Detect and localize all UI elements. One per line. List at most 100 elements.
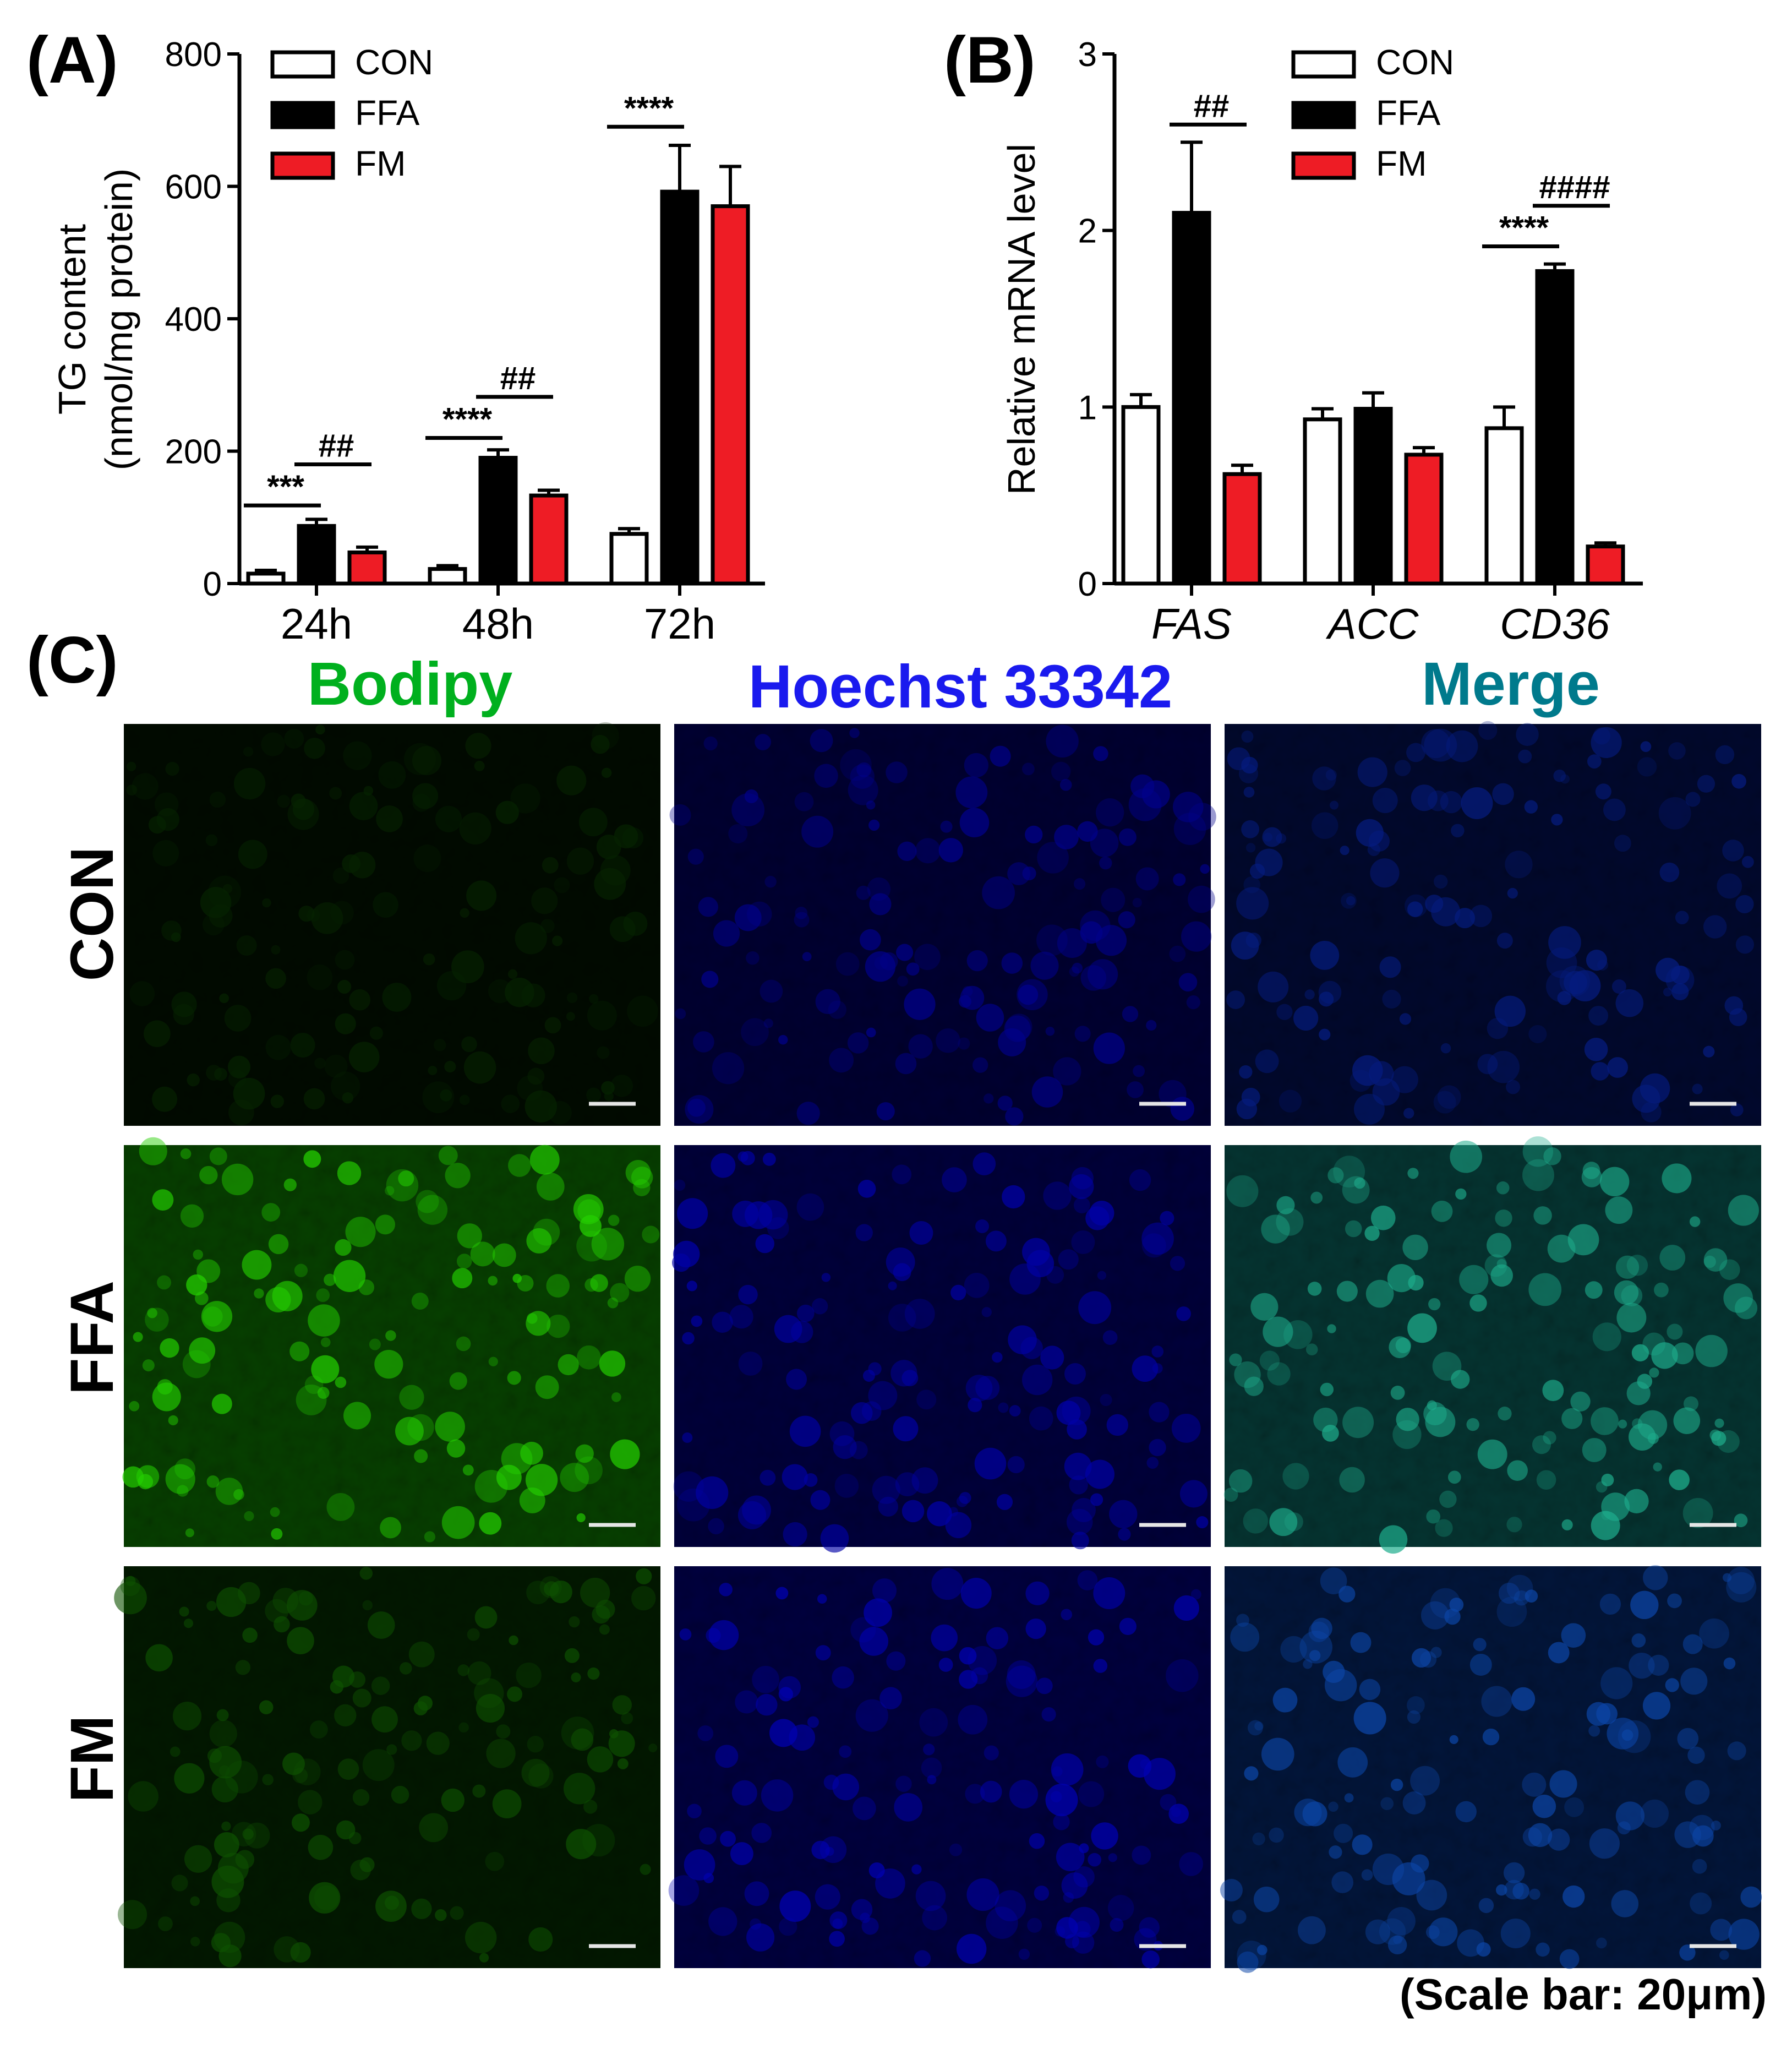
cell-blob [156, 808, 179, 831]
micrograph-fm-bodipy [114, 1566, 660, 1968]
cell-blob [915, 1881, 946, 1911]
cell-blob [949, 1843, 963, 1856]
cell-blob [1665, 1678, 1679, 1692]
cell-blob [1018, 984, 1039, 1005]
cell-blob [1416, 1879, 1447, 1911]
cell-blob [876, 1102, 895, 1121]
cell-blob [857, 1180, 876, 1198]
cell-blob [1440, 1043, 1451, 1054]
cell-blob [1615, 1801, 1645, 1830]
cell-blob [835, 952, 860, 976]
cell-blob [1642, 1692, 1671, 1720]
cell-blob [521, 1758, 550, 1787]
cell-blob [144, 1020, 171, 1048]
cell-blob [804, 1473, 818, 1487]
cell-blob [1437, 1085, 1461, 1109]
cell-blob [1496, 1258, 1507, 1269]
cell-blob [1088, 1852, 1102, 1867]
cell-blob [1392, 1420, 1422, 1450]
cell-blob [1088, 1629, 1105, 1646]
cell-blob [1615, 989, 1644, 1017]
cell-blob [1322, 1424, 1339, 1442]
cell-blob [796, 1304, 815, 1322]
cell-blob [315, 724, 325, 735]
cell-blob [331, 1071, 360, 1101]
cell-blob [786, 1369, 807, 1390]
cell-blob [696, 1476, 729, 1509]
cell-blob [371, 1706, 398, 1733]
cell-blob [1267, 1362, 1291, 1386]
cell-blob [761, 1779, 794, 1812]
cell-blob [1522, 1159, 1554, 1191]
cell-blob [1061, 1609, 1073, 1621]
cell-blob [1494, 995, 1526, 1027]
cell-blob [438, 1146, 458, 1165]
cell-blob [1611, 979, 1626, 994]
bar-ffa [1172, 211, 1211, 586]
cell-blob [1667, 1593, 1682, 1609]
cell-blob [1496, 1181, 1510, 1195]
cell-blob [419, 1813, 449, 1843]
cell-blob [851, 1899, 873, 1920]
cell-blob [1451, 824, 1465, 838]
x-tick-label: 72h [644, 600, 715, 648]
cell-blob [1703, 1255, 1716, 1268]
cell-blob [796, 1193, 824, 1221]
cell-blob [587, 1667, 600, 1680]
cell-blob [290, 1032, 315, 1058]
cell-blob [216, 1709, 229, 1721]
cell-blob [1631, 1344, 1649, 1361]
cell-blob [507, 1154, 531, 1177]
cell-blob [1095, 925, 1127, 956]
cell-blob [261, 1203, 281, 1222]
cell-blob [221, 1821, 231, 1831]
cell-blob [1429, 1917, 1458, 1947]
cell-blob [170, 1746, 181, 1757]
cell-blob [875, 1868, 905, 1899]
cell-blob [362, 1600, 373, 1611]
cell-blob [1588, 1725, 1600, 1737]
cell-blob [283, 1178, 297, 1191]
cell-blob [1490, 1264, 1514, 1287]
cell-blob [242, 1250, 272, 1280]
cell-blob [243, 747, 254, 757]
cell-blob [458, 1722, 469, 1733]
cell-blob [1312, 766, 1336, 791]
cell-blob [1477, 1054, 1498, 1075]
cell-blob [265, 1034, 291, 1060]
cell-blob [1407, 1710, 1421, 1724]
cell-blob [165, 761, 179, 776]
cell-blob [1399, 1013, 1412, 1025]
cell-blob [631, 1167, 653, 1189]
cell-blob [1357, 757, 1387, 787]
cell-blob [763, 1018, 773, 1028]
cell-blob [1514, 1590, 1529, 1606]
cell-blob [1146, 1457, 1159, 1469]
cell-blob [746, 951, 760, 965]
cell-blob [157, 1379, 173, 1395]
cell-blob [1687, 1746, 1705, 1764]
cell-blob [337, 979, 352, 994]
cell-blob [892, 1164, 912, 1185]
cell-blob [1596, 1937, 1607, 1949]
cell-blob [868, 1862, 885, 1879]
cell-blob [938, 1658, 953, 1672]
cell-blob [446, 1439, 466, 1458]
cell-blob [544, 1017, 561, 1034]
row-label-con: CON [58, 847, 126, 981]
cell-blob [956, 1933, 987, 1964]
bar-ffa [478, 456, 518, 586]
panel-b-plot: 0 1 2 3 FAS ACC CD36 ## **** #### CON FFA FM [1078, 36, 1643, 648]
cell-blob [1241, 820, 1259, 838]
cell-blob [292, 798, 314, 820]
cell-blob [1097, 1271, 1107, 1280]
cell-blob [495, 800, 519, 824]
cell-blob [1340, 846, 1350, 856]
cell-blob [973, 1152, 996, 1176]
cell-blob [1143, 1758, 1176, 1790]
legend-label: CON [355, 42, 433, 82]
y-tick-label: 2 [1078, 213, 1097, 250]
cell-blob [904, 988, 936, 1020]
cell-blob [1667, 1323, 1683, 1340]
